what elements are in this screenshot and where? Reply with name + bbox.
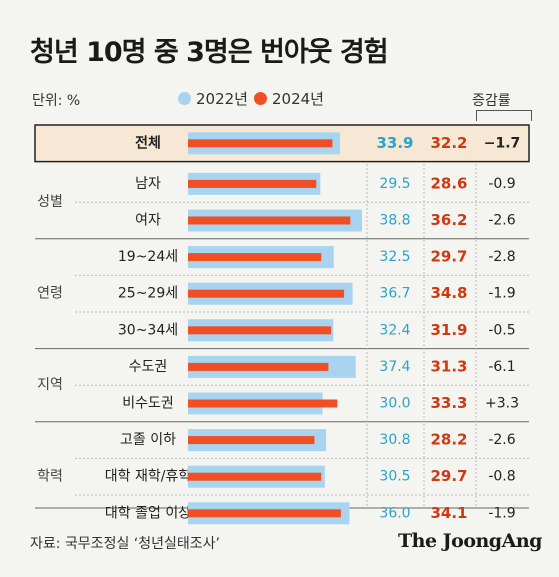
group-label-4: 학력	[37, 469, 63, 485]
value-label-2024: 28.2	[430, 431, 467, 449]
group-label-2: 연령	[37, 286, 63, 302]
value-label-2022: 37.4	[379, 359, 410, 375]
category-label: 19~24세	[118, 249, 178, 265]
category-label: 비수도권	[122, 396, 174, 412]
value-label-2024: 29.7	[430, 467, 467, 485]
change-rate-bracket	[476, 110, 532, 121]
value-label-2024: 36.2	[430, 211, 467, 229]
value-label-2022: 29.5	[379, 176, 410, 192]
value-label-2022: 32.4	[379, 322, 410, 338]
category-label: 전체	[135, 134, 161, 151]
chart-title: 청년 10명 중 3명은 번아웃 경험	[30, 37, 389, 68]
category-label: 30~34세	[118, 322, 178, 338]
value-label-2024: 34.8	[430, 284, 467, 302]
change-rate-header: 증감률	[472, 93, 511, 109]
value-label-2024: 29.7	[430, 248, 467, 266]
value-label-2022: 30.0	[379, 396, 410, 412]
category-label: 남자	[135, 176, 161, 192]
change-label: -2.6	[488, 432, 515, 448]
change-label: -1.9	[488, 286, 515, 302]
value-label-2022: 36.0	[379, 505, 410, 521]
value-label-2024: 34.1	[430, 504, 467, 522]
value-label-2024: 31.9	[430, 321, 467, 339]
change-label: +3.3	[485, 396, 519, 412]
bar-2024	[188, 472, 322, 481]
bar-2024	[188, 289, 345, 298]
legend-label-2022: 2022년	[196, 90, 248, 108]
value-label-2024: 28.6	[430, 174, 467, 192]
source-note: 자료: 국무조정실 ‘청년실태조사’	[30, 536, 220, 552]
value-label-2022: 36.7	[379, 286, 410, 302]
bar-2024	[188, 216, 351, 225]
change-label: -2.8	[488, 249, 515, 265]
change-label: -2.6	[488, 213, 515, 229]
value-label-2024: 32.2	[430, 134, 467, 152]
legend-label-2024: 2024년	[271, 90, 324, 108]
category-label: 대학 재학/휴학	[105, 469, 192, 485]
value-label-2022: 32.5	[379, 249, 410, 265]
change-label: -0.5	[488, 322, 515, 338]
category-label: 수도권	[129, 359, 168, 375]
category-label: 대학 졸업 이상	[105, 505, 191, 521]
bar-2024	[188, 326, 332, 335]
value-label-2022: 30.5	[379, 469, 410, 485]
category-label: 여자	[135, 213, 161, 229]
bar-2024	[188, 179, 317, 188]
change-label: -1.9	[488, 505, 515, 521]
change-label: -6.1	[488, 359, 515, 375]
bar-2024	[188, 362, 329, 371]
value-label-2024: 33.3	[430, 394, 467, 412]
legend: 2022년 2024년	[178, 88, 330, 109]
value-label-2022: 38.8	[379, 213, 410, 229]
bar-2024	[188, 509, 341, 518]
bar-2024	[188, 253, 322, 262]
legend-item-2024: 2024년	[253, 88, 324, 109]
legend-item-2022: 2022년	[178, 88, 248, 109]
publisher-logo: The JoongAng	[398, 530, 542, 552]
group-label-1: 성별	[37, 194, 63, 210]
legend-swatch-2024	[253, 92, 267, 105]
bar-2024	[188, 399, 338, 408]
category-label: 고졸 이하	[120, 432, 176, 448]
change-label: -0.9	[488, 176, 515, 192]
bar-2024	[188, 139, 333, 148]
unit-label: 단위: %	[32, 93, 81, 109]
group-label-3: 지역	[37, 377, 63, 393]
bar-2024	[188, 436, 315, 445]
value-label-2024: 31.3	[430, 357, 467, 375]
value-label-2022: 30.8	[379, 432, 410, 448]
change-label: -0.8	[488, 469, 515, 485]
value-label-2022: 33.9	[376, 134, 413, 152]
category-label: 25~29세	[118, 286, 178, 302]
legend-swatch-2022	[178, 92, 191, 105]
change-label: −1.7	[484, 135, 521, 151]
